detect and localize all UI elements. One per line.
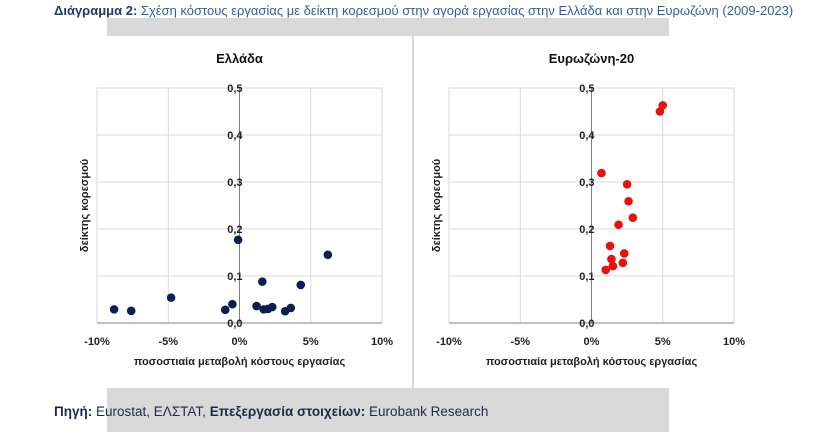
y-tick-label: 0,3: [227, 177, 242, 189]
scatter-point: [228, 299, 237, 309]
scatter-point: [252, 301, 261, 311]
scatter-point: [166, 293, 176, 302]
scatter-point: [296, 280, 306, 290]
processing-text: Eurobank Research: [369, 404, 489, 419]
scatter-point: [126, 306, 136, 316]
scatter-point: [267, 302, 277, 312]
scatter-point: [619, 249, 629, 258]
y-tick-label: 0,1: [579, 271, 594, 283]
scatter-point: [323, 250, 333, 260]
scatter-chart-eurozone: 0,0 0,1 0,2 0,3 0,4 0,5 -10% -5% 0% 5% 10% Ευρωζώνη…: [431, 51, 745, 368]
y-tick-label: 0,1: [227, 271, 242, 283]
y-tick-label: 0,2: [579, 224, 594, 236]
scatter-point: [614, 220, 623, 230]
scatter-chart-greece: 0,0 0,1 0,2 0,3 0,4 0,5 -10% -5% 0% 5% 10% Ελλάδα πο…: [79, 51, 393, 368]
caption-text: Σχέση κόστους εργασίας με δείκτη κορεσμο…: [140, 3, 794, 18]
scatter-point: [597, 168, 606, 178]
scatter-point: [109, 305, 119, 314]
y-tick-label: 0,2: [227, 224, 242, 236]
x-tick-label: 0%: [584, 336, 600, 348]
chart-title: Ευρωζώνη-20: [549, 51, 634, 66]
source-label: Πηγή:: [54, 404, 93, 419]
scatter-point: [605, 241, 615, 251]
y-tick-label: 0,3: [579, 177, 594, 189]
scatter-point: [233, 235, 243, 245]
x-axis-label: ποσοστιαία μεταβολή κόστους εργασίας: [134, 356, 346, 368]
x-tick-label: 10%: [371, 336, 393, 348]
x-tick-label: 5%: [303, 336, 319, 348]
y-tick-label: 0,5: [227, 83, 242, 95]
x-tick-label: 5%: [655, 336, 671, 348]
scatter-point: [601, 265, 611, 275]
x-tick-label: -5%: [510, 336, 530, 348]
scatter-point: [628, 213, 638, 223]
y-tick-label: 0,5: [579, 83, 594, 95]
scatter-point: [624, 196, 633, 206]
x-axis-label: ποσοστιαία μεταβολή κόστους εργασίας: [486, 356, 698, 368]
y-axis-label: δείκτης κορεσμού: [79, 159, 91, 252]
processing-label: Επεξεργασία στοιχείων:: [209, 404, 366, 419]
scatter-point: [658, 101, 668, 110]
scatter-point: [618, 258, 628, 268]
x-tick-label: -10%: [436, 336, 462, 348]
scatter-point: [607, 254, 616, 264]
source-text: Eurostat, ΕΛΣΤΑΤ,: [96, 404, 206, 419]
source-note: Πηγή: Eurostat, ΕΛΣΤΑΤ, Επεξεργασία στοι…: [54, 404, 488, 419]
x-tick-label: -10%: [84, 336, 110, 348]
chart-panel-greece: 0,0 0,1 0,2 0,3 0,4 0,5 -10% -5% 0% 5% 10% Ελλάδα πο…: [59, 36, 412, 388]
scatter-point: [608, 261, 618, 271]
scatter-point: [258, 277, 267, 286]
y-tick-label: 0,4: [227, 130, 243, 142]
x-tick-label: 10%: [723, 336, 745, 348]
x-tick-label: 0%: [232, 336, 248, 348]
y-axis-label: δείκτης κορεσμού: [431, 159, 443, 252]
figure-caption: Διάγραμμα 2: Σχέση κόστους εργασίας με δ…: [54, 3, 837, 18]
caption-label: Διάγραμμα 2:: [54, 3, 138, 18]
chart-title: Ελλάδα: [216, 51, 263, 66]
x-tick-label: -5%: [158, 336, 178, 348]
scatter-point: [220, 305, 230, 315]
y-tick-label: 0,4: [579, 130, 595, 142]
scatter-point: [622, 180, 632, 189]
y-tick-label: 0,0: [579, 318, 594, 330]
scatter-point: [286, 303, 296, 313]
y-tick-label: 0,0: [227, 318, 242, 330]
chart-panel-eurozone: 0,0 0,1 0,2 0,3 0,4 0,5 -10% -5% 0% 5% 10% Ευρωζώνη…: [414, 36, 762, 388]
